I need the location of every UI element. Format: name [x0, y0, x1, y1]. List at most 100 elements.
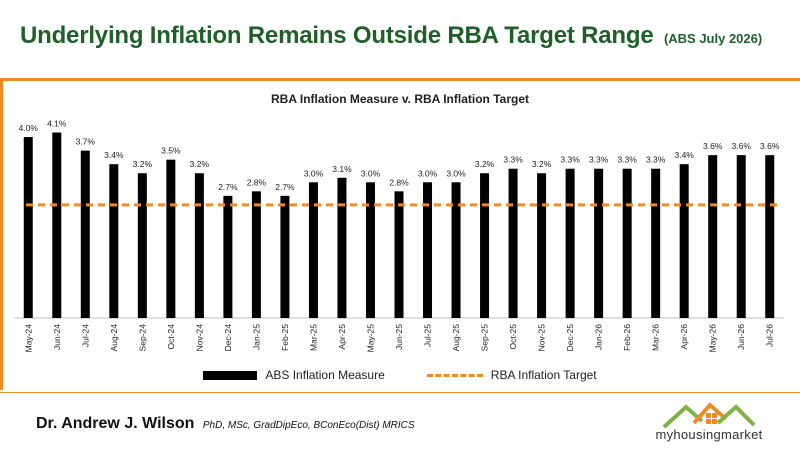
- data-label-Jan-25: 2.8%: [247, 177, 267, 187]
- chart-legend: ABS Inflation Measure RBA Inflation Targ…: [0, 364, 800, 386]
- data-label-Aug-24: 3.4%: [104, 150, 124, 160]
- bar-Mar-25: [308, 182, 318, 318]
- legend-line-swatch: [426, 373, 483, 377]
- tick-label-Jul-24: Jul-24: [80, 324, 90, 347]
- bar-Nov-25: [537, 173, 547, 318]
- bar-Jul-26: [765, 155, 775, 318]
- tick-label-May-25: May-25: [365, 324, 375, 353]
- chart-panel: RBA Inflation Measure v. RBA Inflation T…: [6, 84, 794, 389]
- tick-label-Sep-25: Sep-25: [480, 324, 490, 352]
- bar-Apr-25: [337, 177, 347, 318]
- tick-label-Feb-25: Feb-25: [280, 324, 290, 351]
- data-label-Jun-26: 3.6%: [732, 141, 752, 151]
- tick-label-Jul-26: Jul-26: [765, 324, 775, 347]
- bar-Apr-26: [679, 164, 689, 318]
- bar-Mar-26: [651, 168, 661, 318]
- bar-chart: 4.0% May-24 4.1% Jun-24 3.7% Jul-24 3.4% Aug-24…: [14, 119, 784, 353]
- data-label-Jun-24: 4.1%: [47, 119, 67, 129]
- footer: Dr. Andrew J. Wilson PhD, MSc, GradDipEc…: [0, 392, 800, 449]
- tick-label-Jan-26: Jan-26: [594, 324, 604, 350]
- house-roof-icon: [662, 402, 756, 429]
- tick-label-Dec-25: Dec-25: [565, 324, 575, 352]
- tick-label-Oct-24: Oct-24: [166, 324, 176, 350]
- tick-label-Nov-24: Nov-24: [194, 324, 204, 352]
- tick-label-Jan-25: Jan-25: [251, 324, 261, 350]
- tick-label-Mar-25: Mar-25: [308, 324, 318, 351]
- data-label-Jul-26: 3.6%: [760, 141, 780, 151]
- data-label-Apr-26: 3.4%: [674, 150, 694, 160]
- legend-bar-swatch: [203, 370, 258, 380]
- bar-May-26: [708, 155, 718, 318]
- data-label-Sep-25: 3.2%: [475, 159, 495, 169]
- tick-label-Mar-26: Mar-26: [651, 324, 661, 351]
- bar-Aug-24: [109, 164, 119, 318]
- data-label-Mar-25: 3.0%: [304, 168, 324, 178]
- bar-Feb-25: [280, 195, 290, 318]
- tick-label-May-24: May-24: [23, 324, 33, 353]
- bar-Jun-25: [394, 191, 404, 318]
- legend-label-bars: ABS Inflation Measure: [265, 368, 385, 382]
- tick-label-Nov-25: Nov-25: [537, 324, 547, 352]
- tick-label-May-26: May-26: [708, 324, 718, 353]
- data-label-Dec-25: 3.3%: [560, 155, 580, 165]
- legend-item-target: RBA Inflation Target: [426, 368, 597, 382]
- data-label-Oct-25: 3.3%: [503, 155, 523, 165]
- bar-Sep-24: [137, 173, 147, 318]
- data-label-Mar-26: 3.3%: [646, 155, 666, 165]
- tick-label-Apr-25: Apr-25: [337, 324, 347, 350]
- tick-label-Jun-24: Jun-24: [52, 324, 62, 350]
- tick-label-Feb-26: Feb-26: [622, 324, 632, 351]
- bar-Oct-24: [166, 159, 176, 318]
- page-subtitle: (ABS July 2026): [663, 31, 763, 46]
- bar-Jul-25: [423, 182, 433, 318]
- bar-Jan-25: [251, 191, 261, 318]
- bar-May-24: [23, 137, 33, 318]
- bar-Aug-25: [451, 182, 461, 318]
- data-label-Jan-26: 3.3%: [589, 155, 609, 165]
- data-label-Jul-24: 3.7%: [76, 137, 96, 147]
- header: Underlying Inflation Remains Outside RBA…: [0, 0, 800, 81]
- data-label-Aug-25: 3.0%: [446, 168, 466, 178]
- data-label-Jun-25: 2.8%: [389, 177, 409, 187]
- data-label-Nov-25: 3.2%: [532, 159, 552, 169]
- brand-logo: myhousingmarket: [644, 399, 774, 445]
- bar-Jun-24: [52, 132, 62, 318]
- data-label-Oct-24: 3.5%: [161, 146, 181, 156]
- bar-Sep-25: [480, 173, 490, 318]
- tick-label-Oct-25: Oct-25: [508, 324, 518, 350]
- bar-Nov-24: [194, 173, 204, 318]
- tick-label-Dec-24: Dec-24: [223, 324, 233, 352]
- data-label-Nov-24: 3.2%: [190, 159, 210, 169]
- data-label-Feb-25: 2.7%: [275, 182, 295, 192]
- tick-label-Apr-26: Apr-26: [679, 324, 689, 350]
- bar-Dec-25: [565, 168, 575, 318]
- data-label-Jul-25: 3.0%: [418, 168, 438, 178]
- data-label-May-24: 4.0%: [19, 123, 39, 133]
- title-block: Underlying Inflation Remains Outside RBA…: [20, 22, 762, 50]
- bar-Jul-24: [80, 150, 90, 318]
- tick-label-Aug-24: Aug-24: [109, 324, 119, 352]
- data-label-May-26: 3.6%: [703, 141, 723, 151]
- legend-label-target: RBA Inflation Target: [490, 368, 597, 382]
- bar-Jun-26: [736, 155, 746, 318]
- left-accent-rule: [0, 78, 3, 390]
- tick-label-Jun-26: Jun-26: [736, 324, 746, 350]
- tick-label-Aug-25: Aug-25: [451, 324, 461, 352]
- chart-title: RBA Inflation Measure v. RBA Inflation T…: [270, 92, 530, 106]
- author-name: Dr. Andrew J. Wilson: [36, 415, 195, 432]
- author-line: Dr. Andrew J. Wilson PhD, MSc, GradDipEc…: [36, 415, 415, 433]
- data-label-May-25: 3.0%: [361, 168, 381, 178]
- data-label-Apr-25: 3.1%: [332, 164, 352, 174]
- legend-item-bars: ABS Inflation Measure: [203, 368, 385, 382]
- tick-label-Jun-25: Jun-25: [394, 324, 404, 350]
- tick-label-Sep-24: Sep-24: [137, 324, 147, 352]
- tick-label-Jul-25: Jul-25: [423, 324, 433, 347]
- author-credentials: PhD, MSc, GradDipEco, BConEco(Dist) MRIC…: [202, 420, 415, 431]
- bar-Oct-25: [508, 168, 518, 318]
- logo-wordmark: myhousingmarket: [655, 427, 763, 442]
- bar-May-25: [365, 182, 375, 318]
- bar-Jan-26: [594, 168, 604, 318]
- bar-Dec-24: [223, 195, 233, 318]
- data-label-Feb-26: 3.3%: [617, 155, 637, 165]
- page-title: Underlying Inflation Remains Outside RBA…: [20, 22, 654, 49]
